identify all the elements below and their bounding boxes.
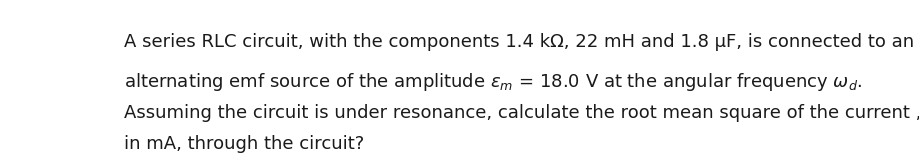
Text: Assuming the circuit is under resonance, calculate the root mean square of the c: Assuming the circuit is under resonance,… — [123, 104, 919, 122]
Text: A series RLC circuit, with the components 1.4 kΩ, 22 mH and 1.8 μF, is connected: A series RLC circuit, with the component… — [123, 33, 913, 51]
Text: alternating emf source of the amplitude $\varepsilon_m$ = 18.0 V at the angular : alternating emf source of the amplitude … — [123, 71, 861, 93]
Text: in mA, through the circuit?: in mA, through the circuit? — [123, 135, 363, 153]
